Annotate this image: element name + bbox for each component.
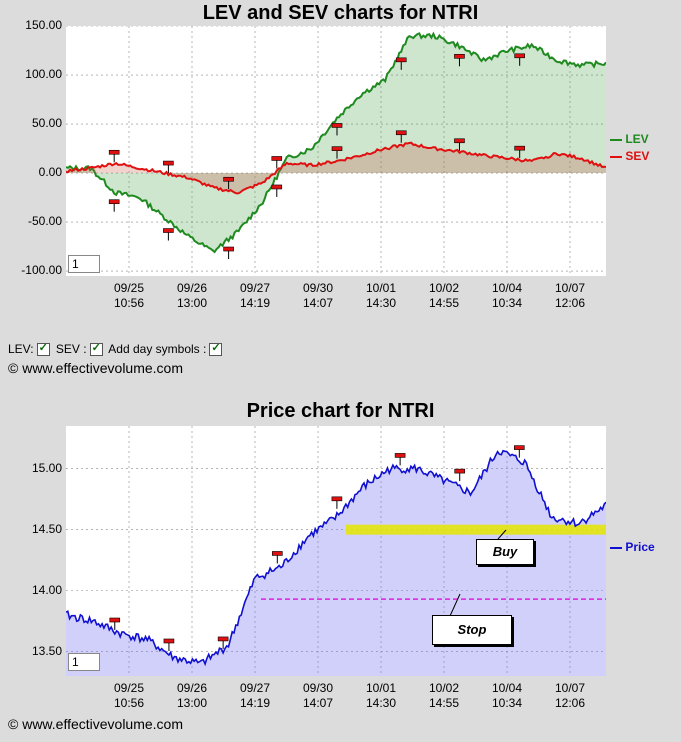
stop-pointer — [449, 593, 461, 617]
day-symbol — [223, 246, 234, 260]
day-symbol — [454, 138, 465, 151]
bottom-xtick: 10/04 10:34 — [491, 681, 523, 710]
lev-checkbox[interactable] — [36, 341, 50, 357]
top-xtick: 09/26 13:00 — [176, 281, 208, 310]
day-symbol — [109, 617, 121, 631]
day-symbol — [331, 496, 343, 509]
lev-line — [66, 31, 606, 254]
bottom-ytick: 14.50 — [31, 521, 62, 536]
top-ytick: 0.00 — [38, 165, 62, 180]
buy-pointer — [497, 529, 507, 540]
lev-label: LEV: — [8, 342, 34, 356]
top-ytick: -100.00 — [21, 263, 62, 278]
top-chart-svg — [66, 26, 606, 276]
sev-label: SEV : — [55, 342, 87, 356]
bottom-chart-range-input[interactable]: 1 — [68, 653, 100, 671]
day-symbol — [454, 468, 466, 482]
bottom-xtick: 10/01 14:30 — [365, 681, 397, 710]
top-chart-plot: 1 — [66, 26, 606, 276]
top-xtick: 09/27 14:19 — [239, 281, 271, 310]
day-symbol — [331, 146, 343, 159]
buy-band — [346, 524, 606, 535]
price-line — [66, 449, 606, 667]
top-ytick: 150.00 — [25, 18, 62, 32]
day-symbol — [514, 445, 525, 458]
day-symbol — [108, 199, 120, 212]
bottom-xtick: 09/27 14:19 — [239, 681, 271, 710]
legend-sev: SEV — [610, 149, 649, 163]
day-symbols-label: Add day symbols : — [108, 342, 207, 356]
day-symbol — [223, 176, 234, 190]
copyright-top: © www.effectivevolume.com — [8, 360, 184, 376]
top-xtick: 09/25 10:56 — [113, 281, 145, 310]
legend-lev: LEV — [610, 132, 649, 146]
stop-callout: Stop — [432, 615, 512, 645]
day-symbol — [271, 184, 283, 197]
day-symbols-checkbox[interactable] — [209, 341, 223, 357]
top-ytick: 100.00 — [25, 67, 62, 82]
buy-callout: Buy — [476, 539, 534, 565]
day-symbol — [454, 53, 465, 67]
legend-price: Price — [610, 540, 655, 554]
bottom-xtick: 10/07 12:06 — [554, 681, 586, 710]
bottom-ytick: 15.00 — [31, 460, 62, 475]
lev-area — [66, 33, 606, 253]
top-chart-title: LEV and SEV charts for NTRI — [202, 2, 479, 24]
bottom-xtick: 10/02 14:55 — [428, 681, 460, 710]
day-symbol — [395, 130, 407, 143]
day-symbol — [395, 57, 407, 70]
top-xtick: 10/07 12:06 — [554, 281, 586, 310]
bottom-chart-title: Price chart for NTRI — [246, 400, 435, 422]
top-xtick: 10/01 14:30 — [365, 281, 397, 310]
day-symbol — [514, 53, 525, 66]
top-ytick: -50.00 — [27, 214, 62, 229]
chart-controls: LEV: SEV : Add day symbols : — [8, 341, 225, 357]
day-symbol — [217, 636, 229, 649]
top-xtick: 10/04 10:34 — [491, 281, 523, 310]
top-chart-range-input[interactable]: 1 — [68, 255, 100, 273]
bottom-ytick: 13.50 — [31, 643, 62, 658]
day-symbol — [272, 551, 283, 564]
day-symbol — [331, 123, 343, 136]
top-xtick: 09/30 14:07 — [302, 281, 334, 310]
copyright-bottom: © www.effectivevolume.com — [8, 716, 184, 732]
day-symbol — [271, 156, 283, 169]
bottom-ytick: 14.00 — [31, 582, 62, 597]
top-xtick: 10/02 14:55 — [428, 281, 460, 310]
bottom-xtick: 09/26 13:00 — [176, 681, 208, 710]
day-symbol — [394, 453, 406, 466]
bottom-xtick: 09/30 14:07 — [302, 681, 334, 710]
day-symbol — [163, 228, 174, 241]
sev-line — [66, 141, 606, 195]
top-ytick: 50.00 — [31, 116, 62, 131]
bottom-xtick: 09/25 10:56 — [113, 681, 145, 710]
day-symbol — [163, 638, 175, 651]
day-symbol — [163, 160, 174, 174]
day-symbol — [514, 145, 525, 159]
sev-checkbox[interactable] — [89, 341, 103, 357]
day-symbol — [108, 149, 120, 163]
